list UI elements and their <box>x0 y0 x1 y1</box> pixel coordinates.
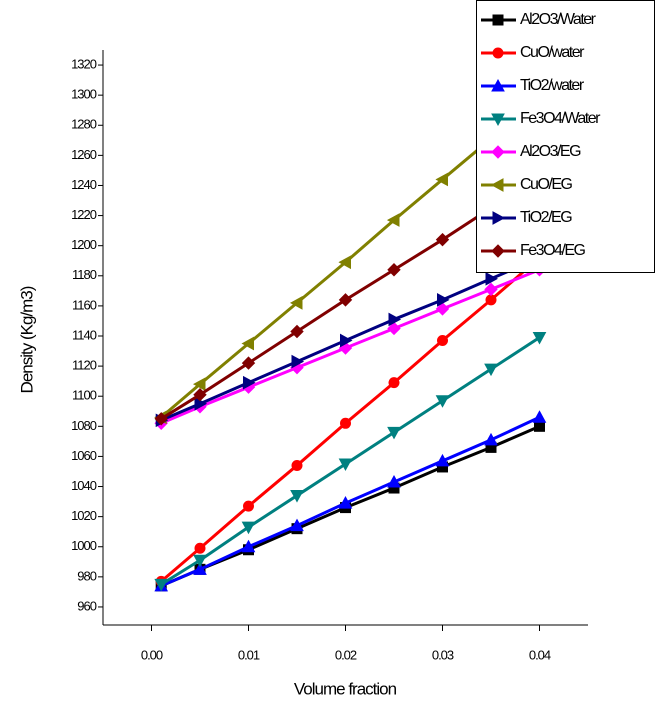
legend-marker <box>490 178 504 192</box>
data-point <box>241 521 256 535</box>
data-point <box>435 395 450 408</box>
legend-marker <box>492 211 506 225</box>
data-point <box>387 263 401 277</box>
data-point <box>338 255 351 270</box>
data-point <box>435 453 450 467</box>
series-line <box>160 256 541 583</box>
data-point <box>485 294 497 306</box>
data-point <box>386 213 400 227</box>
data-point <box>435 302 450 316</box>
data-point <box>340 417 351 429</box>
legend-label: Al2O3/Water <box>520 11 597 28</box>
data-point <box>387 426 401 440</box>
y-tick-label: 1160 <box>72 297 97 312</box>
legend-label: CuO/EG <box>520 176 573 193</box>
x-tick-label: 0.00 <box>141 647 163 662</box>
y-axis-title: Density (Kg/m3) <box>17 286 36 393</box>
x-tick-label: 0.02 <box>335 647 357 662</box>
data-point <box>290 324 304 339</box>
x-tick-label: 0.01 <box>238 647 260 662</box>
y-tick-label: 1220 <box>71 207 97 222</box>
legend-marker <box>491 244 505 258</box>
legend-marker <box>492 14 504 26</box>
data-point <box>290 518 304 532</box>
y-tick-label: 1040 <box>71 478 97 493</box>
data-point <box>338 458 353 471</box>
data-point <box>532 332 547 345</box>
data-point <box>243 500 254 512</box>
data-point <box>192 377 206 392</box>
legend-label: TiO2/water <box>520 77 585 94</box>
y-tick-label: 1320 <box>71 56 97 71</box>
y-tick-label: 1240 <box>71 177 97 192</box>
y-tick-label: 1180 <box>72 267 97 282</box>
data-point <box>241 539 256 553</box>
data-point <box>241 336 254 351</box>
y-tick-label: 1200 <box>71 237 97 252</box>
data-point <box>484 363 498 377</box>
data-point <box>388 312 402 327</box>
legend-label: Fe3O4/EG <box>520 242 586 259</box>
data-point <box>437 293 450 307</box>
y-tick-label: 1140 <box>72 327 97 342</box>
legend-marker <box>491 78 505 92</box>
x-axis-title: Volume fraction <box>294 679 397 698</box>
legend-label: Fe3O4/Water <box>520 110 601 127</box>
data-point <box>194 542 206 554</box>
y-tick-label: 1100 <box>72 388 97 403</box>
legend-marker <box>491 113 505 127</box>
data-point <box>387 321 401 336</box>
data-point <box>241 356 256 370</box>
y-tick-label: 980 <box>77 568 96 583</box>
data-point <box>193 387 207 402</box>
data-point <box>437 335 448 347</box>
y-tick-label: 1120 <box>72 358 97 373</box>
y-tick-label: 1300 <box>71 87 97 102</box>
legend-box <box>476 0 655 273</box>
y-tick-label: 1080 <box>71 418 97 433</box>
legend-marker <box>492 47 504 59</box>
y-tick-label: 960 <box>77 598 96 613</box>
y-tick-label: 1060 <box>71 448 97 463</box>
data-point <box>485 271 499 286</box>
y-tick-label: 1260 <box>71 147 97 162</box>
legend-label: CuO/water <box>520 44 585 61</box>
data-point <box>193 562 207 575</box>
data-point <box>291 459 303 471</box>
legend-label: TiO2/EG <box>520 209 572 226</box>
data-point <box>338 293 353 307</box>
y-tick-label: 1000 <box>71 538 97 553</box>
data-point <box>484 432 498 446</box>
data-point <box>193 554 207 568</box>
y-tick-label: 1280 <box>71 117 97 132</box>
x-tick-label: 0.03 <box>432 647 454 662</box>
legend-marker <box>491 145 505 159</box>
legend: Al2O3/Water CuO/water TiO2/water Fe3O4/Wate… <box>476 0 655 273</box>
data-point <box>290 490 304 503</box>
legend-label: Al2O3/EG <box>520 143 581 160</box>
series-line <box>160 415 541 588</box>
data-point <box>388 377 400 389</box>
y-tick-label: 1020 <box>71 508 97 523</box>
data-point <box>484 282 498 297</box>
data-point <box>435 232 450 247</box>
x-tick-label: 0.04 <box>529 647 551 662</box>
data-point <box>154 412 168 426</box>
data-point <box>289 296 303 310</box>
data-point <box>340 333 353 348</box>
data-point <box>154 578 169 592</box>
data-point <box>243 375 256 390</box>
data-point <box>338 496 353 509</box>
series-line <box>160 256 541 422</box>
data-point <box>534 420 545 432</box>
data-point <box>435 172 448 187</box>
data-point <box>291 354 305 369</box>
data-point <box>387 474 401 488</box>
data-point <box>532 410 547 423</box>
